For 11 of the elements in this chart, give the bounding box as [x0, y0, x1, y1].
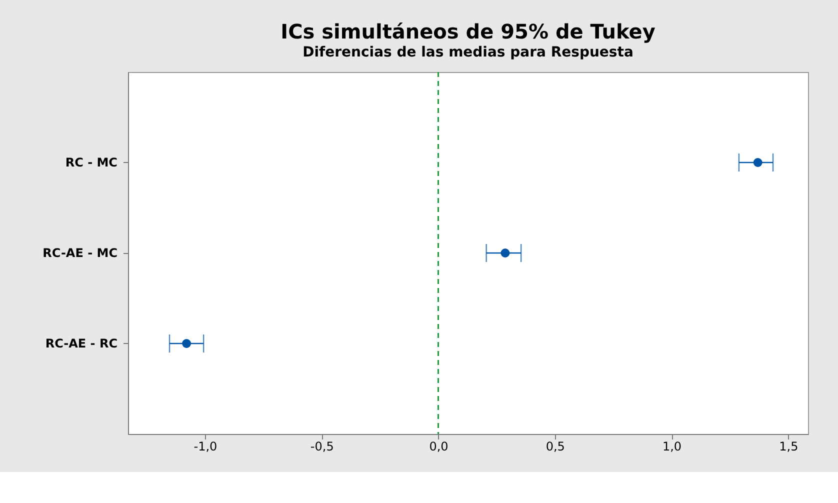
x-tick-label: 1,5: [779, 440, 798, 454]
x-tick-label: -1,0: [194, 440, 218, 454]
y-tick-label: RC - MC: [65, 156, 118, 170]
x-tick-label: 0,5: [546, 440, 565, 454]
y-tick-label: RC-AE - RC: [45, 336, 118, 350]
x-tick-label: 1,0: [662, 440, 682, 454]
x-tick-label: 0,0: [429, 440, 448, 454]
y-tick-label: RC-AE - MC: [42, 246, 118, 260]
chart-title: ICs simultáneos de 95% de Tukey: [280, 19, 656, 44]
chart-subtitle: Diferencias de las medias para Respuesta: [302, 44, 634, 60]
x-tick-label: -0,5: [310, 440, 334, 454]
